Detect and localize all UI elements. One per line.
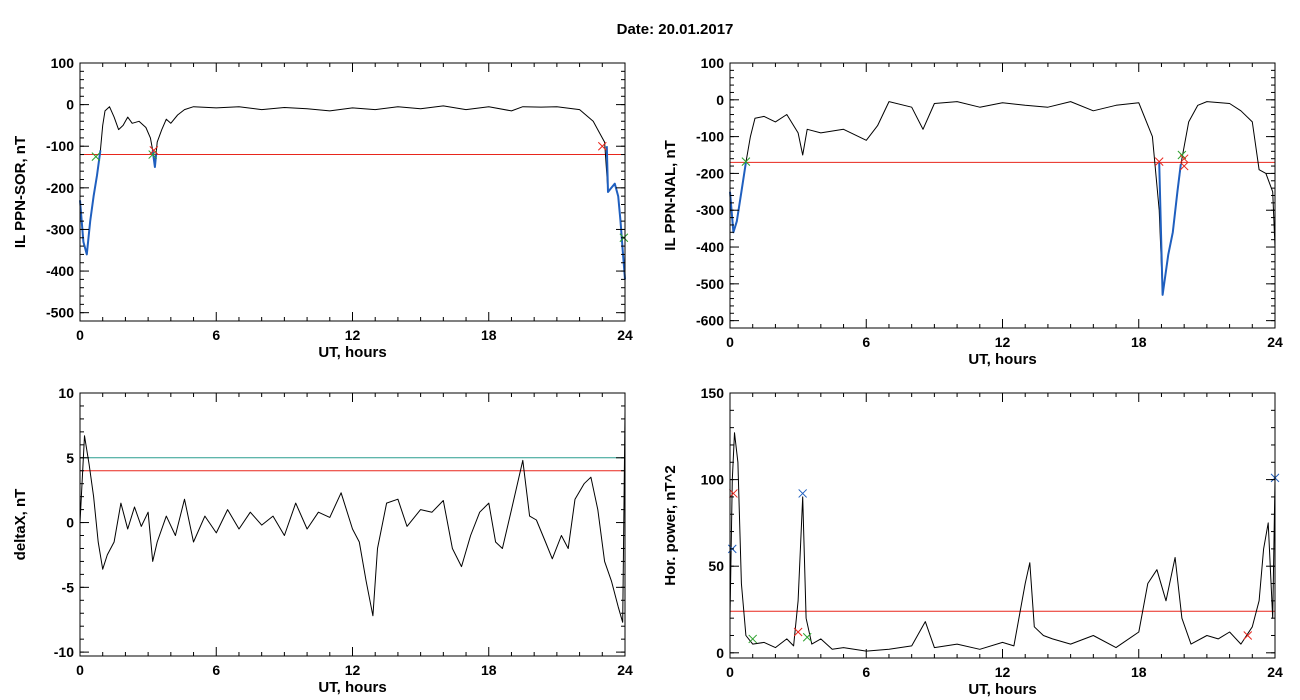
cross-marker: [1243, 631, 1253, 640]
x-axis-label: UT, hours: [318, 679, 386, 696]
x-tick-label: 12: [995, 334, 1011, 350]
data-series-line: [79, 105, 626, 280]
y-tick-label: -200: [46, 180, 74, 196]
chart-panel-3: 0 6 12 18 24 10 5 0 -5 -10 UT, hours deltaX, nT: [12, 385, 633, 696]
cross-marker-stroke: [729, 489, 738, 498]
x-tick-label: 0: [726, 664, 734, 680]
x-tick-label: 18: [481, 327, 497, 343]
x-tick-label: 12: [345, 327, 361, 343]
x-axis-label: UT, hours: [968, 351, 1036, 368]
highlight-segment: [605, 146, 626, 280]
plot-frame: [729, 392, 1276, 659]
cross-marker: [1179, 161, 1189, 171]
x-tick-label: 24: [617, 662, 633, 678]
highlight-segment: [1158, 162, 1182, 296]
x-tick-label: 24: [1267, 664, 1283, 680]
x-tick-label: 6: [862, 664, 870, 680]
page-title: Date: 20.01.2017: [617, 21, 734, 38]
data-series-line: [729, 432, 1276, 652]
highlight-segment: [79, 150, 102, 256]
x-tick-label: 0: [726, 334, 734, 350]
cross-marker-stroke: [798, 489, 808, 498]
y-tick-label: 100: [51, 55, 75, 71]
y-tick-label: 150: [701, 385, 725, 401]
x-tick-label: 18: [481, 662, 497, 678]
cross-marker: [729, 489, 738, 498]
y-tick-label: -500: [696, 276, 724, 292]
y-tick-label: -300: [46, 221, 74, 237]
y-tick-label: -200: [696, 165, 724, 181]
y-tick-label: -300: [696, 202, 724, 218]
chart-panel-4: 0 6 12 18 24 150 100 50 0 UT, hours Hor. power, nT…: [662, 385, 1283, 698]
x-tick-label: 6: [212, 327, 220, 343]
y-axis-label: Hor. power, nT^2: [662, 465, 679, 585]
y-axis-label: deltaX, nT: [12, 489, 29, 561]
y-tick-label: -400: [46, 263, 74, 279]
x-tick-label: 24: [1267, 334, 1283, 350]
y-tick-label: 10: [58, 385, 74, 401]
cross-marker-stroke: [741, 157, 751, 166]
x-tick-label: 12: [995, 664, 1011, 680]
y-tick-label: -100: [46, 138, 74, 154]
x-axis-label: UT, hours: [968, 681, 1036, 698]
x-tick-label: 6: [862, 334, 870, 350]
x-tick-label: 24: [617, 327, 633, 343]
y-tick-label: -600: [696, 313, 724, 329]
cross-marker-stroke: [91, 152, 101, 161]
cross-marker: [741, 157, 751, 166]
y-tick-label: 5: [66, 450, 74, 466]
y-tick-label: -100: [696, 129, 724, 145]
cross-marker: [793, 627, 803, 637]
y-tick-label: -10: [54, 644, 74, 660]
y-tick-label: 100: [701, 472, 725, 488]
data-series-line: [729, 101, 1276, 296]
y-axis-label: IL PPN-SOR, nT: [12, 136, 29, 248]
cross-marker-stroke: [793, 627, 803, 637]
cross-marker-stroke: [149, 146, 159, 155]
x-tick-label: 18: [1131, 334, 1147, 350]
x-axis-label: UT, hours: [318, 344, 386, 361]
y-tick-label: 0: [66, 515, 74, 531]
x-tick-label: 0: [76, 327, 84, 343]
cross-marker-stroke: [748, 634, 758, 644]
cross-marker: [802, 632, 812, 642]
cross-marker-stroke: [802, 632, 812, 642]
highlight-segment: [729, 162, 747, 234]
x-tick-label: 12: [345, 662, 361, 678]
plot-frame: [79, 62, 626, 322]
y-tick-label: -400: [696, 239, 724, 255]
y-tick-label: 0: [716, 92, 724, 108]
y-axis-label: IL PPN-NAL, nT: [662, 140, 679, 251]
x-tick-label: 18: [1131, 664, 1147, 680]
chart-panel-1: 0 6 12 18 24 100 0 -100 -200 -300 -400 -500 UT, hour…: [12, 55, 633, 361]
cross-marker: [798, 489, 808, 498]
cross-marker-stroke: [1243, 631, 1253, 640]
cross-marker-stroke: [1179, 161, 1189, 171]
cross-marker-stroke: [1154, 157, 1164, 166]
cross-marker-stroke: [1177, 150, 1187, 160]
cross-marker: [91, 152, 101, 161]
chart-panel-2: 0 6 12 18 24 100 0 -100 -200 -300 -400 -500 -600 UT, …: [662, 55, 1283, 368]
data-series-line: [79, 412, 626, 623]
y-tick-label: 100: [701, 55, 725, 71]
y-tick-label: -5: [62, 579, 75, 595]
cross-marker: [748, 634, 758, 644]
y-tick-label: 50: [708, 558, 724, 574]
y-tick-label: -500: [46, 305, 74, 321]
x-tick-label: 0: [76, 662, 84, 678]
cross-marker-stroke: [597, 141, 607, 151]
y-tick-label: 0: [716, 645, 724, 661]
y-tick-label: 0: [66, 97, 74, 113]
cross-marker: [1154, 157, 1164, 166]
cross-marker: [597, 141, 607, 151]
cross-marker: [149, 146, 159, 155]
cross-marker-stroke: [1179, 154, 1189, 164]
cross-marker: [1179, 154, 1189, 164]
x-tick-label: 6: [212, 662, 220, 678]
plot-frame: [79, 392, 626, 657]
